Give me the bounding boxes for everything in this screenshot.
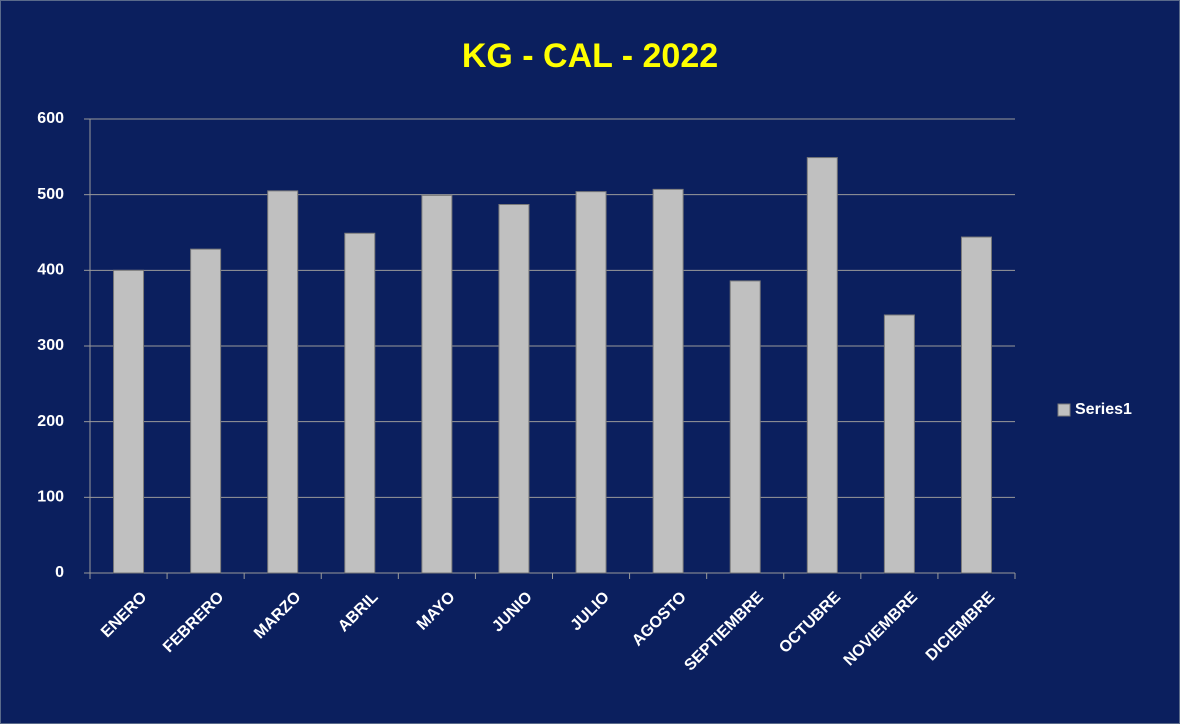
bar <box>806 157 838 574</box>
bar <box>267 190 299 574</box>
legend-swatch <box>1057 403 1071 417</box>
chart-title: KG - CAL - 2022 <box>462 37 718 75</box>
bar <box>883 314 915 574</box>
legend-label: Series1 <box>1075 401 1132 418</box>
y-tick-label: 0 <box>55 564 64 581</box>
bar <box>421 194 453 574</box>
y-tick-label: 200 <box>37 413 64 430</box>
bar <box>652 188 684 574</box>
bar <box>729 280 761 574</box>
bar <box>960 236 992 574</box>
y-tick-label: 400 <box>37 262 64 279</box>
bar <box>575 191 607 574</box>
y-tick-label: 500 <box>37 186 64 203</box>
bar <box>344 232 376 574</box>
y-tick-label: 300 <box>37 337 64 354</box>
bar <box>498 204 530 574</box>
y-tick-label: 600 <box>37 110 64 127</box>
bar <box>190 248 222 574</box>
bar <box>113 269 145 574</box>
y-tick-label: 100 <box>37 489 64 506</box>
